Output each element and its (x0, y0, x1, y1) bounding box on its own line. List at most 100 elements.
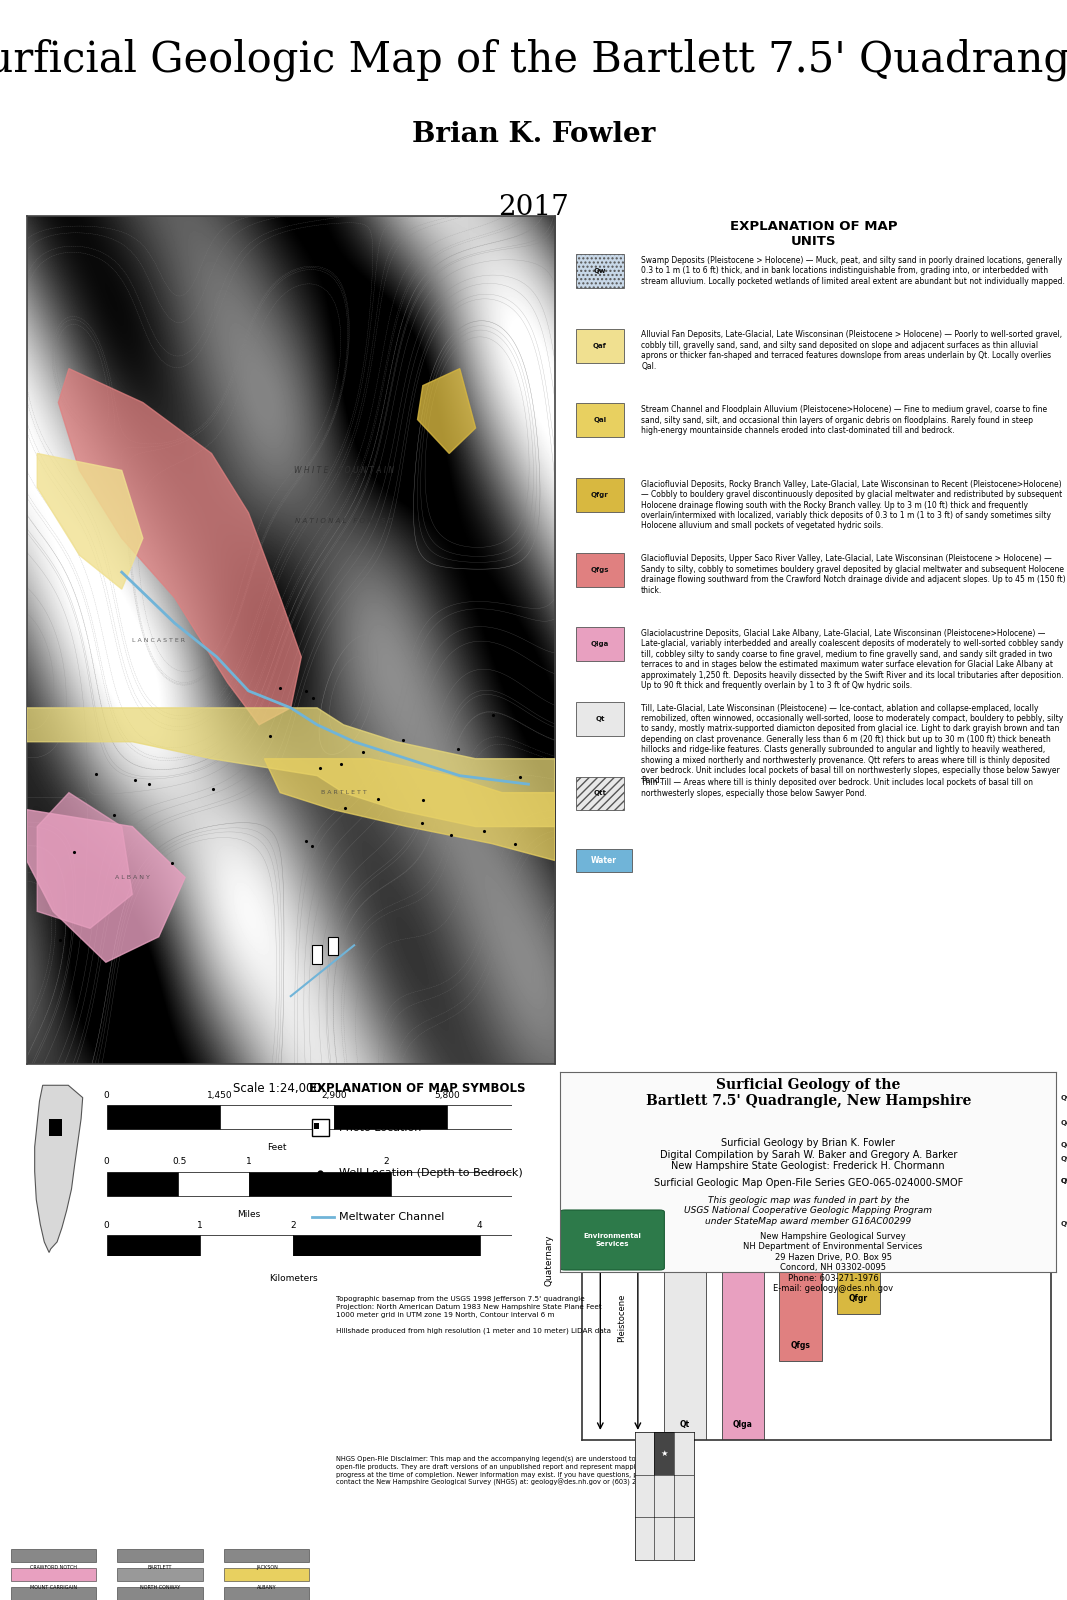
Text: 0: 0 (103, 1157, 110, 1166)
Text: ★: ★ (660, 1450, 668, 1458)
Text: BARTLETT: BARTLETT (148, 1565, 172, 1571)
Text: Thin Till — Areas where till is thinly deposited over bedrock. Unit includes loc: Thin Till — Areas where till is thinly d… (641, 778, 1033, 798)
Bar (224, 1549, 309, 1562)
Text: 1: 1 (245, 1157, 252, 1166)
Bar (117, 1587, 203, 1600)
Text: 2: 2 (290, 1221, 296, 1230)
Polygon shape (59, 368, 301, 725)
Bar (480, 1235, 666, 1259)
Text: Qt: Qt (1061, 1221, 1067, 1227)
Bar (293, 1235, 480, 1259)
Text: Qfgs: Qfgs (1061, 1178, 1067, 1184)
Text: Surficial Geologic Map of the Bartlett 7.5' Quadrangle: Surficial Geologic Map of the Bartlett 7… (0, 38, 1067, 82)
Text: This geologic map was funded in part by the
USGS National Cooperative Geologic M: This geologic map was funded in part by … (684, 1197, 933, 1226)
Text: Qal: Qal (967, 1240, 982, 1250)
Text: Qlga: Qlga (1061, 1178, 1067, 1184)
Text: Water: Water (590, 856, 617, 866)
Bar (447, 1104, 561, 1130)
Bar (1012, 1098, 1053, 1242)
Bar (576, 328, 624, 363)
Bar (107, 1104, 220, 1130)
Bar (576, 552, 624, 587)
Text: Qaf: Qaf (593, 342, 607, 349)
Text: Qlga: Qlga (733, 1421, 752, 1429)
Bar (117, 1549, 203, 1562)
Bar (576, 627, 624, 661)
Text: N A T I O N A L   F O R E S T: N A T I O N A L F O R E S T (296, 518, 392, 525)
Text: Qaf: Qaf (909, 1240, 924, 1250)
Bar (249, 1171, 391, 1197)
Bar (312, 1118, 329, 1136)
Bar (576, 254, 624, 288)
Bar (200, 1235, 293, 1259)
Text: Qlga: Qlga (591, 642, 609, 648)
Text: Qw: Qw (593, 269, 606, 274)
Text: B A R T L E T T: B A R T L E T T (321, 790, 366, 795)
Text: EXPLANATION OF MAP SYMBOLS: EXPLANATION OF MAP SYMBOLS (309, 1082, 526, 1094)
Polygon shape (417, 368, 476, 453)
Text: 2: 2 (384, 1157, 389, 1166)
Text: Qw: Qw (1061, 1094, 1067, 1101)
Bar (315, 1123, 319, 1130)
Text: Qfgr: Qfgr (1061, 1157, 1067, 1162)
Text: Surficial Geology by Brian K. Fowler
Digital Compilation by Sarah W. Baker and G: Surficial Geology by Brian K. Fowler Dig… (659, 1138, 957, 1171)
Text: W H I T E   M O U N T A I N: W H I T E M O U N T A I N (293, 466, 394, 475)
Text: Qfgs: Qfgs (791, 1341, 811, 1350)
Bar (11, 1587, 96, 1600)
Text: Meltwater Channel: Meltwater Channel (339, 1213, 444, 1222)
Text: CRAWFORD NOTCH: CRAWFORD NOTCH (30, 1565, 77, 1571)
Polygon shape (37, 792, 132, 928)
Text: Qtt: Qtt (593, 790, 606, 797)
Text: Qal: Qal (1061, 1120, 1067, 1126)
Text: A L B A N Y: A L B A N Y (115, 875, 149, 880)
Text: Surficial Geology of the
Bartlett 7.5' Quadrangle, New Hampshire: Surficial Geology of the Bartlett 7.5' Q… (646, 1078, 971, 1109)
Text: Qfgr: Qfgr (849, 1294, 869, 1302)
Text: Kilometers: Kilometers (269, 1274, 318, 1283)
Text: Qt: Qt (680, 1421, 690, 1429)
Text: Glaciofluvial Deposits, Upper Saco River Valley, Late-Glacial, Late Wisconsinan : Glaciofluvial Deposits, Upper Saco River… (641, 554, 1066, 595)
Bar (11, 1549, 96, 1562)
Text: MOUNT CARRIGAIN: MOUNT CARRIGAIN (30, 1584, 77, 1590)
Text: Miles: Miles (237, 1210, 260, 1219)
Text: Qal: Qal (593, 418, 606, 424)
Text: 5,800: 5,800 (434, 1091, 460, 1099)
Bar (391, 1171, 532, 1197)
Text: New Hampshire Geological Survey
NH Department of Environmental Services
29 Hazen: New Hampshire Geological Survey NH Depar… (744, 1232, 923, 1293)
Text: 1: 1 (197, 1221, 203, 1230)
Text: Stream Channel and Floodplain Alluvium (Pleistocene>Holocene) — Fine to medium g: Stream Channel and Floodplain Alluvium (… (641, 405, 1048, 435)
Text: 0.5: 0.5 (173, 1157, 187, 1166)
Text: Surficial Geologic Map Open-File Series GEO-065-024000-SMOF: Surficial Geologic Map Open-File Series … (654, 1178, 962, 1187)
Polygon shape (34, 1085, 83, 1253)
Bar (895, 1146, 938, 1261)
Text: Quaternary: Quaternary (544, 1234, 553, 1286)
Text: Qt: Qt (595, 715, 605, 722)
Text: JACKSON: JACKSON (256, 1565, 277, 1571)
Bar (328, 938, 338, 955)
Text: 4: 4 (477, 1221, 482, 1230)
Text: Alluvial Fan Deposits, Late-Glacial, Late Wisconsinan (Pleistocene > Holocene) —: Alluvial Fan Deposits, Late-Glacial, Lat… (641, 331, 1063, 371)
Bar (224, 1587, 309, 1600)
Text: Glaciofluvial Deposits, Rocky Branch Valley, Late-Glacial, Late Wisconsinan to R: Glaciofluvial Deposits, Rocky Branch Val… (641, 480, 1063, 530)
Text: 0: 0 (103, 1091, 110, 1099)
Text: 2017: 2017 (498, 195, 569, 221)
Bar (838, 1158, 879, 1314)
Text: Environmental
Services: Environmental Services (584, 1234, 641, 1246)
Text: Scale 1:24,000: Scale 1:24,000 (233, 1082, 321, 1094)
Bar (576, 702, 624, 736)
Text: Qw: Qw (1025, 1222, 1039, 1232)
Text: ALBANY: ALBANY (257, 1584, 276, 1590)
Bar (576, 403, 624, 437)
Bar (664, 1224, 706, 1440)
Polygon shape (27, 810, 186, 962)
Bar (220, 1104, 334, 1130)
Bar (117, 1568, 203, 1581)
Text: 0: 0 (103, 1221, 110, 1230)
Text: EXPLANATION OF MAP
UNITS: EXPLANATION OF MAP UNITS (730, 221, 897, 248)
Text: Swamp Deposits (Pleistocene > Holocene) — Muck, peat, and silty sand in poorly d: Swamp Deposits (Pleistocene > Holocene) … (641, 256, 1065, 286)
Text: NHGS Open-File Disclaimer: This map and the accompanying legend(s) are understoo: NHGS Open-File Disclaimer: This map and … (336, 1456, 664, 1486)
Text: Qfgr: Qfgr (591, 491, 609, 498)
Bar (780, 1181, 822, 1360)
Text: Pleistocene: Pleistocene (617, 1293, 626, 1342)
Polygon shape (37, 453, 143, 589)
Text: Well Location (Depth to Bedrock): Well Location (Depth to Bedrock) (339, 1168, 523, 1178)
